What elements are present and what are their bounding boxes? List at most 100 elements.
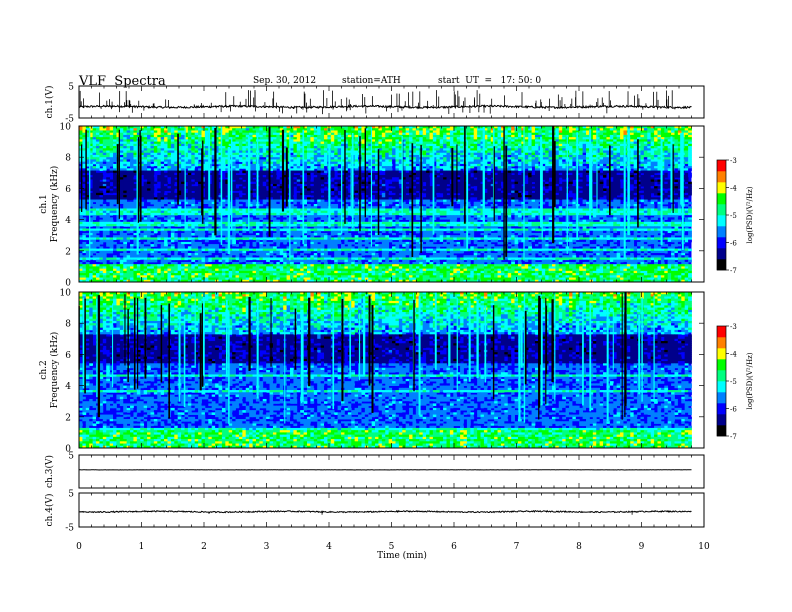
spectrogram-cell [436,168,440,171]
spectrogram-cell [338,162,342,165]
spectrogram-cell [511,182,515,185]
y-tick-label: 5 [68,83,74,93]
spectrogram-cell [191,182,195,185]
spectrogram-cell [164,173,168,176]
spectrogram-cell [685,179,689,182]
spectrogram-cell [324,179,328,182]
spectrogram-cell [331,182,335,185]
spectrogram-cell [545,186,549,189]
spectrogram-cell [242,171,246,174]
spectrogram-cell [106,166,110,169]
spectrogram-cell [532,164,536,167]
spectrogram-cell [603,175,607,178]
spectrogram-cell [685,184,689,187]
spectrogram-cell [110,173,114,176]
spectrogram-cell [242,177,246,180]
spectrogram-cell [382,175,386,178]
spectrogram-cell [110,179,114,182]
spectrogram-cell [99,164,103,167]
spectrogram-cell [460,166,464,169]
spectrogram-cell [392,184,396,187]
spectrogram-cell [324,166,328,169]
spectrogram-cell [593,168,597,171]
spectrogram-cell [321,182,325,185]
spectrogram-cell [310,173,314,176]
spectrogram-cell [113,159,117,162]
spectrogram-cell [297,171,301,174]
spectrogram-cell [157,168,161,171]
y-axis-label: ch.1(V) [44,86,55,119]
spectrogram-cell [545,168,549,171]
spectrogram-cell [242,184,246,187]
spectrogram-cell [532,184,536,187]
spectrogram-cell [511,164,515,167]
spectrogram-cell [331,164,335,167]
spectrogram-cell [338,171,342,174]
spectrogram-cell [549,175,553,178]
spectrogram-cell [532,179,536,182]
spectrogram-cell [423,164,427,167]
spectrogram-cell [222,168,226,171]
spectrogram-cell [195,179,199,182]
spectrogram-cell [290,164,294,167]
spectrogram-cell [253,186,257,189]
spectrogram-cell [110,186,114,189]
spectrogram-cell [106,171,110,174]
spectrogram-cell [674,175,678,178]
spectrogram-cell [317,162,321,165]
spectrogram-cell [426,166,430,169]
spectrogram-cell [331,175,335,178]
spectrogram-cell [99,177,103,180]
spectrogram-cell [440,171,444,174]
spectrogram-cell [232,177,236,180]
signal-trace [79,105,692,108]
spectrogram-cell [334,184,338,187]
spectrogram-cell [157,184,161,187]
spectrogram-cell [525,173,529,176]
spectrogram-cell [436,182,440,185]
spectrogram-cell [613,166,617,169]
spectrogram-cell [572,177,576,180]
spectrogram-cell [385,184,389,187]
spectrogram-cell [583,166,587,169]
spectrogram-cell [293,184,297,187]
spectrogram-cell [239,182,243,185]
spectrogram-cell [259,164,263,167]
spectrogram-cell [674,179,678,182]
spectrogram-cell [620,171,624,174]
spectrogram-cell [525,166,529,169]
spectrogram-cell [372,168,376,171]
spectrogram-cell [99,168,103,171]
spectrogram-cell [634,184,638,187]
spectrogram-cell [110,164,114,167]
spectrogram-cell [634,171,638,174]
spectrogram-cell [276,166,280,169]
spectrogram-cell [640,171,644,174]
spectrogram-cell [324,171,328,174]
spectrogram-cell [474,175,478,178]
spectrogram-cell [559,175,563,178]
spectrogram-cell [314,166,318,169]
spectrogram-cell [634,177,638,180]
spectrogram-cell [470,184,474,187]
spectrogram-cell [416,179,420,182]
spectrogram-cell [276,173,280,176]
spectrogram-cell [293,179,297,182]
spectrogram-cell [324,184,328,187]
spectrogram-cell [583,157,587,160]
spectrogram-cell [487,168,491,171]
spectrogram-cell [161,164,165,167]
spectrogram-cell [406,184,410,187]
spectrogram-cell [239,166,243,169]
spectrogram-cell [314,162,318,165]
vlf-spectra-figure: 5-5ch.1(V)0246810ch.1 Frequency (kHz)-7-6… [0,0,792,612]
spectrogram-cell [579,184,583,187]
spectrogram-cell [372,182,376,185]
spectrogram-cell [664,175,668,178]
spectrogram-cell [222,175,226,178]
spectrogram-cell [593,179,597,182]
spectrogram-cell [167,179,171,182]
spectrogram-cell [93,162,97,165]
spectrogram-cell [654,175,658,178]
spectrogram-cell [559,184,563,187]
